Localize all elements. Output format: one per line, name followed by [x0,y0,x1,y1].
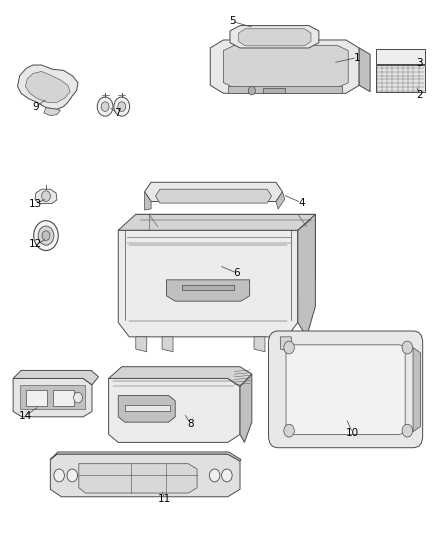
Polygon shape [118,214,315,293]
Polygon shape [228,86,342,93]
Polygon shape [13,378,92,417]
Text: 9: 9 [32,102,39,111]
Circle shape [74,392,82,403]
Polygon shape [239,29,311,46]
Polygon shape [18,65,78,109]
Circle shape [209,469,220,482]
Polygon shape [223,45,348,88]
Polygon shape [155,189,272,203]
Text: 11: 11 [158,494,171,504]
Text: 14: 14 [19,411,32,421]
Circle shape [402,341,413,354]
Polygon shape [280,337,291,352]
Polygon shape [79,464,197,493]
Circle shape [101,102,109,111]
Circle shape [42,231,50,240]
Circle shape [38,226,54,245]
Circle shape [222,469,232,482]
Polygon shape [118,395,175,422]
Circle shape [284,424,294,437]
Polygon shape [145,182,283,201]
Polygon shape [25,71,70,102]
FancyBboxPatch shape [268,331,423,448]
Polygon shape [118,230,298,337]
Polygon shape [145,192,151,210]
Text: 12: 12 [29,239,42,249]
Polygon shape [13,370,99,385]
Polygon shape [125,405,170,411]
Text: 8: 8 [187,419,194,429]
Polygon shape [50,452,241,461]
Text: 3: 3 [416,58,423,68]
Polygon shape [230,26,319,48]
Text: 2: 2 [416,90,423,100]
Text: 1: 1 [353,53,360,62]
Polygon shape [44,108,60,116]
Polygon shape [20,385,85,409]
Polygon shape [109,378,240,442]
Circle shape [284,341,294,354]
Circle shape [42,191,50,201]
Text: 7: 7 [114,108,121,118]
Polygon shape [254,337,265,352]
Circle shape [67,469,78,482]
Text: 6: 6 [233,268,240,278]
Polygon shape [50,454,240,497]
Polygon shape [276,192,285,209]
Text: 5: 5 [229,17,236,26]
Polygon shape [166,280,250,301]
Polygon shape [210,40,359,93]
Polygon shape [109,367,252,386]
Text: 4: 4 [298,198,305,207]
Circle shape [54,469,64,482]
Polygon shape [136,337,147,352]
Circle shape [97,97,113,116]
Circle shape [118,102,126,111]
Polygon shape [53,390,74,406]
Text: 10: 10 [346,428,359,438]
Polygon shape [263,88,285,93]
Text: 13: 13 [29,199,42,208]
Polygon shape [26,390,47,406]
Polygon shape [182,285,234,290]
Polygon shape [162,337,173,352]
Circle shape [34,221,58,251]
Polygon shape [298,214,315,337]
Polygon shape [35,189,57,204]
Polygon shape [376,65,425,92]
Circle shape [248,86,255,95]
Circle shape [402,424,413,437]
Polygon shape [376,49,425,64]
Circle shape [114,97,130,116]
Polygon shape [359,48,370,92]
Polygon shape [240,374,252,442]
Polygon shape [413,348,420,432]
FancyBboxPatch shape [286,345,405,434]
